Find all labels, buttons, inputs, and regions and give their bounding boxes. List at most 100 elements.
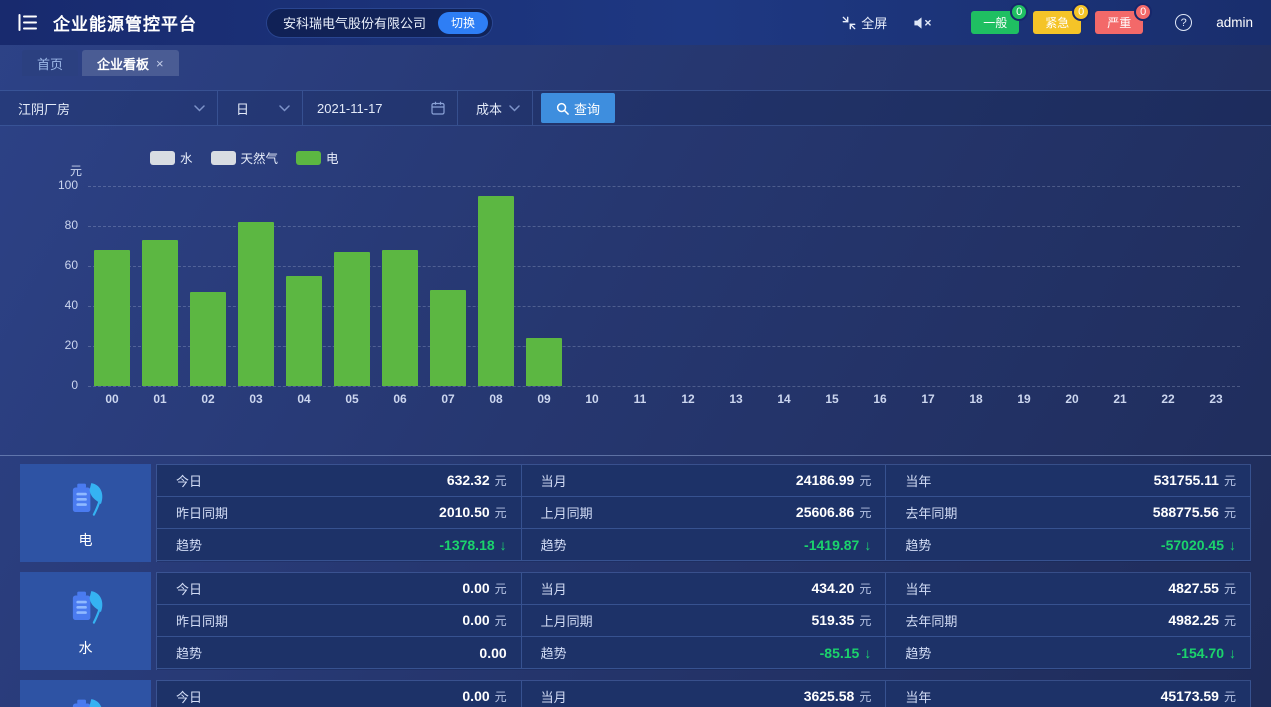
date-picker[interactable]: 2021-11-17: [303, 91, 458, 125]
stat-label: 当年: [905, 687, 931, 706]
metric-select[interactable]: 成本: [458, 91, 533, 125]
period-select[interactable]: 日: [218, 91, 303, 125]
fullscreen-icon: [842, 16, 856, 30]
x-tick-label: 16: [856, 392, 904, 406]
fullscreen-button[interactable]: 全屏: [842, 13, 887, 32]
stat-unit: 元: [859, 612, 871, 629]
stat-value-group: 588775.56元: [1153, 504, 1236, 521]
tab-bar: 首页 企业看板 ×: [0, 45, 1271, 76]
tab-label: 首页: [37, 54, 63, 73]
bar-电-06[interactable]: [382, 250, 418, 386]
tab-企业看板[interactable]: 企业看板 ×: [82, 50, 179, 76]
stat-unit: 元: [859, 688, 871, 705]
bar-电-09[interactable]: [526, 338, 562, 386]
stat-value: 0.00: [479, 645, 506, 661]
stat-cell: 当月434.20元: [522, 573, 887, 605]
x-tick-label: 13: [712, 392, 760, 406]
tab-label: 企业看板: [97, 54, 149, 73]
resource-label: 水: [79, 638, 93, 658]
stat-value-group: 0.00: [479, 645, 506, 661]
stat-value-group: -85.15↓: [820, 645, 872, 661]
stat-label: 当月: [541, 471, 567, 490]
x-tick-label: 12: [664, 392, 712, 406]
stat-value: -154.70: [1177, 645, 1224, 661]
stat-label: 趋势: [541, 535, 567, 554]
collapse-menu-icon[interactable]: [18, 14, 37, 31]
bar-电-05[interactable]: [334, 252, 370, 386]
stat-cell: 去年同期4982.25元: [886, 605, 1251, 637]
alarm-count-badge: 0: [1134, 3, 1152, 21]
alarm-button-紧急[interactable]: 紧急0: [1033, 11, 1081, 34]
stat-value-group: -1378.18↓: [439, 537, 506, 553]
alarm-button-严重[interactable]: 严重0: [1095, 11, 1143, 34]
legend-swatch: [296, 151, 321, 165]
stat-cell: 今日0.00元: [157, 573, 522, 605]
tab-close-icon[interactable]: ×: [156, 56, 164, 71]
stat-value: 25606.86: [796, 504, 854, 520]
stat-value: 588775.56: [1153, 504, 1219, 520]
x-tick-label: 15: [808, 392, 856, 406]
x-tick-label: 00: [88, 392, 136, 406]
filter-bar: 江阴厂房 日 2021-11-17 成本: [0, 90, 1271, 126]
stat-value: 531755.11: [1154, 472, 1219, 488]
trend-down-icon: ↓: [864, 645, 871, 661]
alarm-button-一般[interactable]: 一般0: [971, 11, 1019, 34]
user-menu[interactable]: admin: [1216, 15, 1253, 30]
stat-value: 24186.99: [796, 472, 854, 488]
alarm-buttons: 一般0 紧急0 严重0: [971, 11, 1149, 34]
bar-电-01[interactable]: [142, 240, 178, 386]
chart-legend: 水天然气电: [150, 148, 339, 167]
x-tick-label: 11: [616, 392, 664, 406]
bar-电-00[interactable]: [94, 250, 130, 386]
legend-item-天然气[interactable]: 天然气: [211, 148, 279, 167]
y-tick-label: 40: [65, 298, 78, 312]
stat-label: 上月同期: [541, 611, 593, 630]
legend-item-电[interactable]: 电: [296, 148, 339, 167]
stat-value-group: 519.35元: [811, 612, 871, 629]
x-tick-label: 17: [904, 392, 952, 406]
query-button[interactable]: 查询: [541, 93, 615, 123]
mute-speaker-icon[interactable]: [913, 16, 931, 30]
app-header: 企业能源管控平台 安科瑞电气股份有限公司 切换 全屏 一般0紧急0严重0 ? a…: [0, 0, 1271, 45]
section-divider: [0, 455, 1271, 456]
bar-电-04[interactable]: [286, 276, 322, 386]
resource-stat-grid: 今日0.00元当月434.20元当年4827.55元昨日同期0.00元上月同期5…: [156, 572, 1251, 670]
alarm-count-badge: 0: [1010, 3, 1028, 21]
company-name: 安科瑞电气股份有限公司: [283, 13, 426, 32]
stat-cell: 当年 45173.59元: [886, 681, 1251, 707]
stat-value: -85.15: [820, 645, 860, 661]
stat-value: 45173.59: [1161, 688, 1219, 704]
battery-leaf-icon: [65, 693, 107, 707]
x-tick-label: 06: [376, 392, 424, 406]
help-icon[interactable]: ?: [1175, 14, 1192, 31]
stat-value-group: 4982.25元: [1168, 612, 1236, 629]
resource-label: 电: [79, 530, 93, 550]
tab-首页[interactable]: 首页: [22, 50, 78, 76]
bar-电-02[interactable]: [190, 292, 226, 386]
y-tick-label: 60: [65, 258, 78, 272]
stat-unit: 元: [859, 504, 871, 521]
site-select-value: 江阴厂房: [18, 99, 70, 118]
stat-value: 3625.58: [804, 688, 855, 704]
x-tick-label: 19: [1000, 392, 1048, 406]
alarm-count-badge: 0: [1072, 3, 1090, 21]
stat-unit: 元: [859, 472, 871, 489]
bar-电-08[interactable]: [478, 196, 514, 386]
site-select[interactable]: 江阴厂房: [0, 91, 218, 125]
switch-company-button[interactable]: 切换: [438, 12, 488, 34]
x-tick-label: 10: [568, 392, 616, 406]
x-tick-label: 08: [472, 392, 520, 406]
bar-电-03[interactable]: [238, 222, 274, 386]
legend-label: 水: [180, 148, 193, 167]
y-tick-label: 0: [71, 378, 78, 392]
bar-电-07[interactable]: [430, 290, 466, 386]
stat-unit: 元: [495, 612, 507, 629]
stat-value-group: 45173.59元: [1161, 688, 1236, 705]
legend-item-水[interactable]: 水: [150, 148, 193, 167]
stat-value-group: 2010.50元: [439, 504, 507, 521]
stat-value: 4982.25: [1168, 612, 1219, 628]
stat-value: 632.32: [447, 472, 490, 488]
y-axis-unit: 元: [30, 162, 82, 179]
company-selector: 安科瑞电气股份有限公司 切换: [267, 9, 492, 37]
stat-value: -1378.18: [439, 537, 494, 553]
